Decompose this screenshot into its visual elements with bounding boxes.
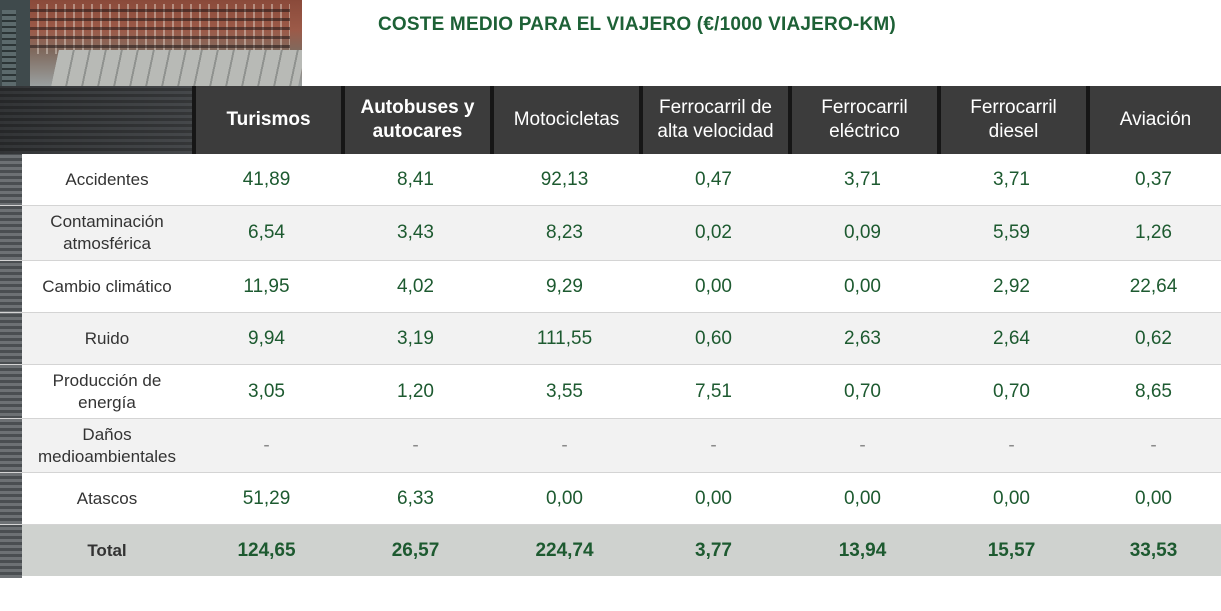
header-corner <box>0 86 192 154</box>
table-cell: - <box>341 419 490 473</box>
table-cell: 0,62 <box>1086 313 1221 365</box>
table-cell: 7,51 <box>639 365 788 419</box>
total-cell: 15,57 <box>937 525 1086 576</box>
column-header: Autobuses y autocares <box>341 86 490 154</box>
table-cell: 0,70 <box>788 365 937 419</box>
table-cell: 0,09 <box>788 206 937 261</box>
column-header: Ferrocarril diesel <box>937 86 1086 154</box>
table-cell: 2,64 <box>937 313 1086 365</box>
table-cell: 6,54 <box>192 206 341 261</box>
table-cell: 2,63 <box>788 313 937 365</box>
table-cell: - <box>1086 419 1221 473</box>
table-cell: 0,00 <box>639 473 788 525</box>
table-cell: 0,37 <box>1086 154 1221 206</box>
table-cell: 0,00 <box>1086 473 1221 525</box>
table-cell: - <box>639 419 788 473</box>
column-header: Ferrocarril de alta velocidad <box>639 86 788 154</box>
row-label: Contaminación atmosférica <box>0 206 192 261</box>
cost-table: Turismos Autobuses y autocares Motocicleta… <box>0 86 1221 576</box>
table-row: Ruido 9,94 3,19 111,55 0,60 2,63 2,64 0,62 <box>0 313 1221 365</box>
table-cell: 1,20 <box>341 365 490 419</box>
table-cell: 51,29 <box>192 473 341 525</box>
table-cell: 4,02 <box>341 261 490 313</box>
page-title: COSTE MEDIO PARA EL VIAJERO (€/1000 VIAJ… <box>378 14 896 35</box>
total-cell: 26,57 <box>341 525 490 576</box>
table-cell: 1,26 <box>1086 206 1221 261</box>
total-cell: 124,65 <box>192 525 341 576</box>
header-photo <box>0 0 302 86</box>
table-body: Accidentes 41,89 8,41 92,13 0,47 3,71 3,71 0,37… <box>0 154 1221 576</box>
table-cell: - <box>192 419 341 473</box>
column-header: Motocicletas <box>490 86 639 154</box>
table-cell: 6,33 <box>341 473 490 525</box>
photo-building-windows <box>30 4 290 54</box>
row-label: Accidentes <box>0 154 192 206</box>
table-row: Atascos 51,29 6,33 0,00 0,00 0,00 0,00 0,00 <box>0 473 1221 525</box>
total-cell: 33,53 <box>1086 525 1221 576</box>
table-cell: 0,00 <box>490 473 639 525</box>
table-cell: - <box>937 419 1086 473</box>
total-cell: 13,94 <box>788 525 937 576</box>
table-cell: 9,29 <box>490 261 639 313</box>
table-cell: 22,64 <box>1086 261 1221 313</box>
table-row: Contaminación atmosférica 6,54 3,43 8,23 0,0… <box>0 206 1221 261</box>
table-cell: 92,13 <box>490 154 639 206</box>
photo-tower <box>2 10 16 86</box>
total-cell: 3,77 <box>639 525 788 576</box>
row-label: Producción de energía <box>0 365 192 419</box>
table-cell: 0,00 <box>937 473 1086 525</box>
table-cell: 3,71 <box>788 154 937 206</box>
row-label: Ruido <box>0 313 192 365</box>
table-cell: 3,71 <box>937 154 1086 206</box>
table-cell: 3,43 <box>341 206 490 261</box>
table-cell: 5,59 <box>937 206 1086 261</box>
table-cell: 0,47 <box>639 154 788 206</box>
total-label: Total <box>0 525 192 576</box>
table-cell: 0,60 <box>639 313 788 365</box>
table-cell: 3,19 <box>341 313 490 365</box>
table-cell: 3,05 <box>192 365 341 419</box>
table-cell: 2,92 <box>937 261 1086 313</box>
column-header: Turismos <box>192 86 341 154</box>
table-cell: - <box>490 419 639 473</box>
table-row: Accidentes 41,89 8,41 92,13 0,47 3,71 3,71 0,37 <box>0 154 1221 206</box>
table-cell: 0,00 <box>788 473 937 525</box>
table-cell: 0,02 <box>639 206 788 261</box>
column-header: Ferrocarril eléctrico <box>788 86 937 154</box>
table-row: Cambio climático 11,95 4,02 9,29 0,00 0,00 2,9… <box>0 261 1221 313</box>
row-label: Cambio climático <box>0 261 192 313</box>
table-header-row: Turismos Autobuses y autocares Motocicleta… <box>0 86 1221 154</box>
table-cell: 11,95 <box>192 261 341 313</box>
table-row: Daños medioambientales - - - - - - - <box>0 419 1221 473</box>
table-cell: - <box>788 419 937 473</box>
table-cell: 8,41 <box>341 154 490 206</box>
row-label: Daños medioambientales <box>0 419 192 473</box>
photo-roofs <box>51 50 302 86</box>
table-cell: 41,89 <box>192 154 341 206</box>
table-cell: 8,23 <box>490 206 639 261</box>
table-cell: 9,94 <box>192 313 341 365</box>
table-cell: 0,70 <box>937 365 1086 419</box>
table-row: Producción de energía 3,05 1,20 3,55 7,51 0,7… <box>0 365 1221 419</box>
table-cell: 8,65 <box>1086 365 1221 419</box>
row-label: Atascos <box>0 473 192 525</box>
column-header: Aviación <box>1086 86 1221 154</box>
table-cell: 3,55 <box>490 365 639 419</box>
table-cell: 0,00 <box>788 261 937 313</box>
total-row: Total 124,65 26,57 224,74 3,77 13,94 15,57 33,5… <box>0 525 1221 576</box>
table-cell: 0,00 <box>639 261 788 313</box>
table-cell: 111,55 <box>490 313 639 365</box>
total-cell: 224,74 <box>490 525 639 576</box>
